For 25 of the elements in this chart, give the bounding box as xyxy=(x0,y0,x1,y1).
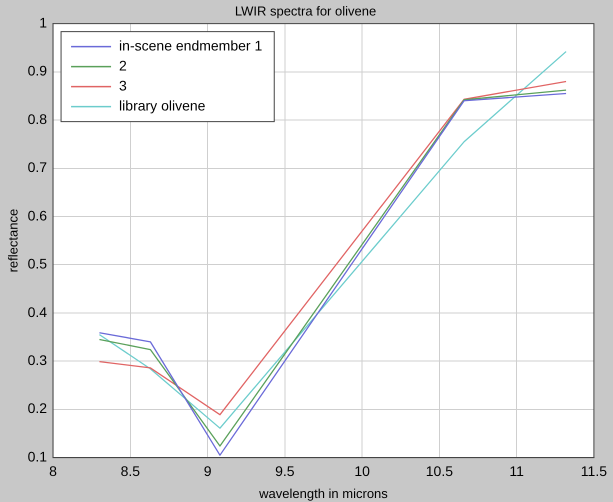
legend-label: in-scene endmember 1 xyxy=(119,37,262,54)
x-tick-label: 8.5 xyxy=(120,462,140,479)
legend-label: library olivene xyxy=(119,97,206,114)
y-tick-label: 0.7 xyxy=(28,159,48,176)
y-tick-label: 0.2 xyxy=(28,400,48,416)
x-tick-label: 9.5 xyxy=(275,462,295,479)
y-tick-label: 1 xyxy=(39,14,48,30)
y-tick-label: 0.1 xyxy=(28,448,48,464)
x-tick-label: 11.5 xyxy=(580,462,608,479)
legend-label: 3 xyxy=(119,77,128,94)
y-tick-label: 0.3 xyxy=(28,352,48,368)
y-tick-label: 0.5 xyxy=(28,256,48,272)
x-tick-label: 8 xyxy=(49,462,58,479)
x-tick-label: 9 xyxy=(204,462,212,479)
y-tick-label: 0.6 xyxy=(28,207,48,224)
y-tick-label: 0.9 xyxy=(28,62,48,79)
x-tick-label: 10 xyxy=(354,462,370,479)
legend-label: 2 xyxy=(119,57,128,74)
y-tick-label: 0.4 xyxy=(28,304,48,320)
x-tick-label: 10.5 xyxy=(426,462,454,479)
x-axis-title: wavelength in microns xyxy=(258,486,388,501)
y-tick-label: 0.8 xyxy=(28,110,48,127)
y-axis-title: reflectance xyxy=(5,208,20,272)
x-tick-label: 11 xyxy=(509,462,524,479)
chart-title: LWIR spectra for olivene xyxy=(234,3,376,18)
